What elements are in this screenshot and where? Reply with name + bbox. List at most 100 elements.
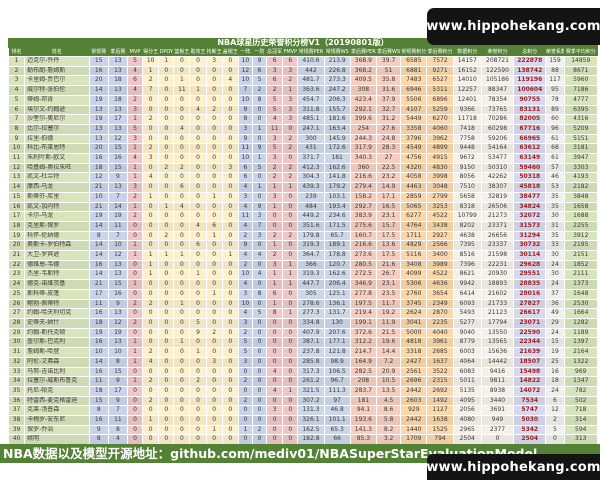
data-cell: 247.2 <box>323 85 351 96</box>
data-cell: 222878 <box>513 56 547 67</box>
data-cell: 0 <box>221 123 239 135</box>
data-cell: 164.9 <box>349 356 377 368</box>
data-cell: 272.5 <box>349 269 377 281</box>
data-cell: 12 <box>88 172 109 184</box>
data-cell: 1 <box>282 385 299 397</box>
data-cell: 21598 <box>480 250 515 261</box>
data-cell: 0 <box>189 182 207 193</box>
table-row: 7 沙奎尔-奥尼尔 19 17 1 2 0 0 0 0 0 8 0 4 3 485.1 181.6 399.6 31… <box>7 114 599 125</box>
data-cell: 0 <box>205 153 223 164</box>
data-cell: 23337 <box>480 240 515 252</box>
data-cell: 0 <box>282 366 299 378</box>
data-cell: 0 <box>205 143 223 155</box>
data-cell: 2 <box>142 75 160 87</box>
column-header: 季后赛PER <box>350 48 377 57</box>
data-cell: 10.5 <box>375 376 402 387</box>
data-cell: 5277 <box>452 317 482 329</box>
data-cell: 1 <box>158 201 175 213</box>
data-cell: 0 <box>189 395 207 407</box>
data-cell: 94.1 <box>349 405 377 417</box>
data-cell: 10 <box>237 153 253 164</box>
player-name-cell: 詹姆斯-哈登 <box>24 347 90 358</box>
data-cell: 9 <box>7 133 26 145</box>
data-cell: 3 <box>282 104 299 116</box>
data-cell: 34 <box>7 376 26 387</box>
data-cell: 193.4 <box>323 201 351 213</box>
data-cell: 13 <box>107 56 128 67</box>
data-cell: 0 <box>221 220 239 232</box>
data-cell: 0 <box>205 201 223 213</box>
data-cell: 1 <box>189 347 207 358</box>
data-cell: 8 <box>88 405 109 417</box>
data-cell: 2 <box>205 104 223 116</box>
data-cell: 3400 <box>426 250 454 261</box>
data-cell: 2624 <box>400 308 428 319</box>
data-cell: 5658 <box>452 191 482 203</box>
data-cell: 0 <box>251 114 268 125</box>
data-cell: 2685 <box>426 347 454 358</box>
player-name-cell: 保罗-乔治 <box>24 424 90 436</box>
data-cell: 1282 <box>563 317 599 329</box>
data-cell: 278.6 <box>297 298 325 310</box>
data-cell: 0 <box>205 347 223 358</box>
data-cell: 32.7 <box>375 104 402 116</box>
data-cell: 3947 <box>563 153 599 164</box>
data-cell: 0 <box>189 356 207 368</box>
data-cell: 4 <box>237 250 253 261</box>
data-cell: 226.8 <box>323 65 351 77</box>
player-name-cell: 蒂姆-邓肯 <box>24 94 90 106</box>
data-cell: 20.9 <box>375 366 402 378</box>
data-cell: 9040 <box>452 327 482 339</box>
data-cell: 8938 <box>480 385 515 397</box>
data-cell: 4 <box>237 308 253 319</box>
data-cell: 21 <box>88 182 109 193</box>
data-cell: 7 <box>107 191 128 203</box>
data-cell: 0 <box>221 230 239 242</box>
data-cell: 1492 <box>426 395 454 407</box>
data-cell: 0 <box>142 201 160 213</box>
column-header: MVP <box>127 48 143 57</box>
data-cell: 319.3 <box>297 240 325 252</box>
data-cell: 3 <box>237 191 253 203</box>
watermark-bottom: www.hippohekang.com <box>426 454 600 480</box>
data-cell: 0 <box>221 143 239 155</box>
data-cell: 0 <box>282 337 299 349</box>
data-cell: 38477 <box>513 191 547 203</box>
data-cell: 0 <box>205 85 223 96</box>
data-cell: 7.2 <box>375 356 402 368</box>
data-cell: 1 <box>282 308 299 319</box>
data-cell: 18 <box>107 75 128 87</box>
data-cell: 2859 <box>400 191 428 203</box>
data-cell: 1 <box>142 259 160 271</box>
data-cell: 0 <box>205 75 223 87</box>
table-body: 1 迈克尔-乔丹 15 13 5 10 1 0 0 3 0 10 9 6 6 410.6 213.9 368.9 3… <box>7 56 599 446</box>
data-cell: 0 <box>158 347 175 358</box>
data-cell: 18 <box>88 385 109 397</box>
data-cell: 0 <box>173 395 191 407</box>
data-cell: 8 <box>251 288 268 300</box>
data-cell: 1440 <box>400 424 428 436</box>
data-cell: 2 <box>142 376 160 387</box>
data-cell: 19.2 <box>375 308 402 319</box>
player-name-cell: 奥斯卡-罗伯特森 <box>24 240 90 252</box>
data-cell: 3 <box>237 356 253 368</box>
data-cell: 0 <box>158 308 175 319</box>
data-cell: 2 <box>237 259 253 271</box>
data-cell: 0 <box>189 162 207 174</box>
data-cell: 4.5 <box>375 395 402 407</box>
data-cell: 1 <box>126 143 144 155</box>
column-header: 篮板王 <box>173 48 190 57</box>
data-cell: 46.8 <box>323 405 351 417</box>
table-row: 19 科怀-伦纳德 8 7 0 0 2 0 0 1 0 2 3 2 2 179.8 65.7 160.7 17.5 1… <box>7 230 599 242</box>
data-cell: 1 <box>189 269 207 281</box>
data-cell: 1 <box>282 85 299 96</box>
data-cell: 1347 <box>563 376 599 387</box>
data-cell: 0 <box>266 220 284 232</box>
data-cell: 2 <box>142 114 160 125</box>
data-cell: 19.6 <box>375 337 402 349</box>
data-cell: 160.7 <box>349 230 377 242</box>
data-cell: 36 <box>545 298 565 310</box>
data-cell: 502 <box>563 395 599 407</box>
data-cell: 162.6 <box>323 269 351 281</box>
data-cell: 18 <box>107 94 128 106</box>
